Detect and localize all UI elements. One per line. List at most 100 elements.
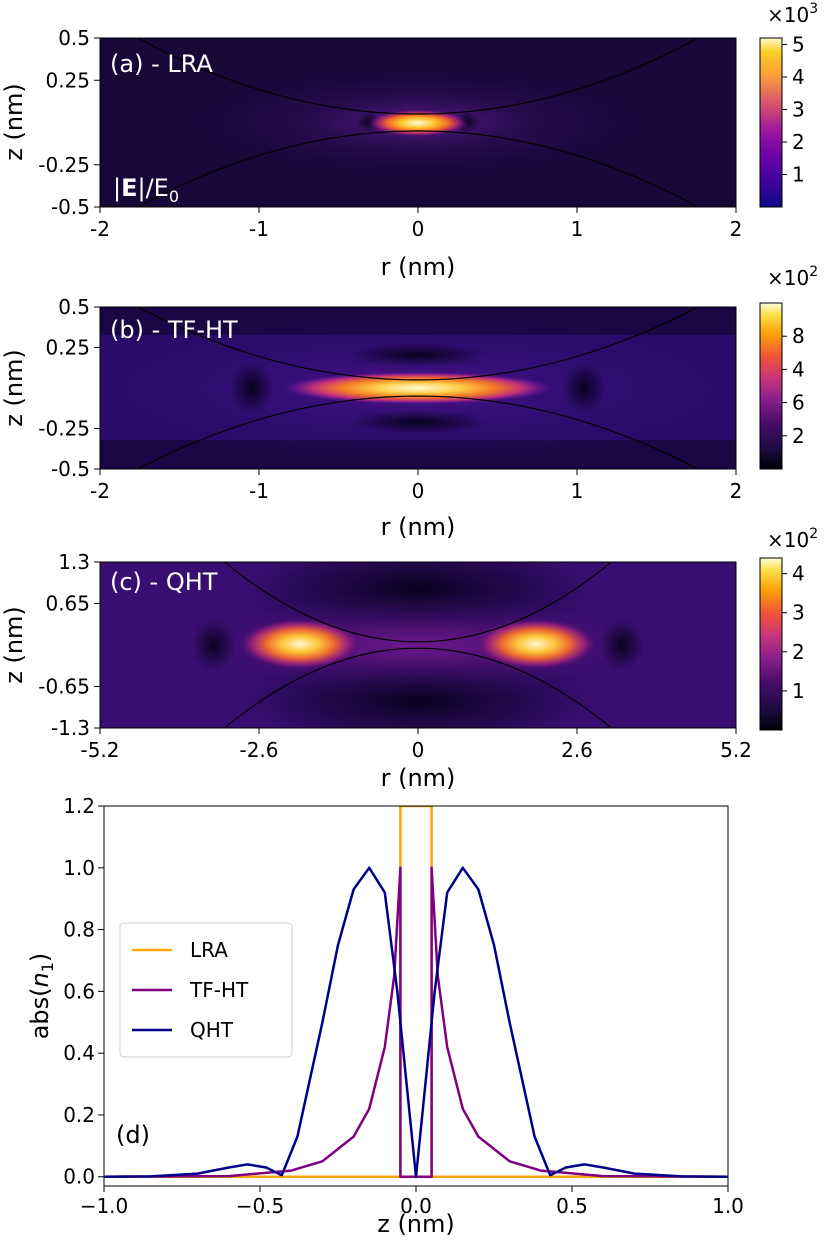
- panel-a-colorbar-scale: ×103: [767, 1, 818, 27]
- x-tick-label: 1: [571, 217, 584, 241]
- panel-a-heatmap: [100, 38, 736, 207]
- panel-a-upper-surface: [136, 38, 700, 115]
- y-tick-label: -0.5: [51, 195, 90, 219]
- x-tick-label: 0: [412, 738, 425, 762]
- panel-b-colorbar: [759, 302, 783, 470]
- panel-a-lower-surface: [136, 130, 700, 207]
- y-tick-label: 0.8: [63, 918, 95, 942]
- y-tick-label: -1.3: [51, 716, 90, 740]
- panel-c-colorbar: [759, 557, 783, 731]
- panel-d-frame: [103, 805, 729, 1187]
- panel-c-label: (c) - QHT: [110, 568, 218, 596]
- panel-b-colorbar-scale: ×102: [767, 264, 818, 290]
- colorbar-tick-label: 4: [792, 562, 805, 586]
- y-tick-label: 1.0: [63, 856, 95, 880]
- panel-d-ylabel: abs(n1): [26, 953, 57, 1040]
- colorbar-tick-label: 3: [792, 601, 805, 625]
- panel-a-ylabel: z (nm): [0, 83, 28, 161]
- legend-box: [119, 922, 293, 1058]
- x-tick-label: -5.2: [80, 738, 119, 762]
- panel-a-colorbar-ticks: 1 2 3 4 5: [782, 33, 805, 187]
- colorbar-tick-label: 3: [792, 98, 805, 122]
- y-tick-label: 0.25: [45, 336, 90, 360]
- x-tick-label: −0.5: [236, 1194, 285, 1218]
- y-tick-label: -0.5: [51, 457, 90, 481]
- x-tick-label: 2: [730, 217, 743, 241]
- panel-a-xlabel: r (nm): [381, 253, 456, 281]
- y-tick-label: 0.25: [45, 68, 90, 92]
- x-tick-label: 0: [412, 479, 425, 503]
- x-tick-label: 2: [730, 479, 743, 503]
- x-tick-label: 2.6: [561, 738, 593, 762]
- panel-b-ylabel: z (nm): [0, 349, 28, 427]
- panel-d-axes: −1.0 −0.5 0.0 0.5 1.0 0.0 0.2 0.4 0.6 0.8 1.0 1.2: [63, 794, 744, 1218]
- colorbar-tick-label: 2: [792, 424, 805, 448]
- panel-a-axes: -2 -1 0 1 2 0.5 0.25 -0.25 -0.5: [38, 26, 742, 241]
- panel-b-lower-surface: [136, 395, 700, 469]
- panel-b-label: (b) - TF-HT: [110, 316, 238, 344]
- x-tick-label: 0.5: [556, 1194, 588, 1218]
- colorbar-tick-label: 5: [792, 33, 805, 57]
- x-tick-label: -1: [249, 479, 269, 503]
- panel-c-upper-surface: [223, 562, 613, 643]
- x-tick-label: -2.6: [239, 738, 278, 762]
- legend-label: QHT: [190, 1018, 234, 1042]
- panel-d-xlabel: z (nm): [377, 1210, 455, 1238]
- panel-c-ylabel: z (nm): [0, 606, 28, 684]
- panel-c-axes: -5.2 -2.6 0 2.6 5.2 1.3 0.65 -0.65 -1.3: [38, 550, 752, 762]
- x-tick-label: 0.0: [400, 1194, 432, 1218]
- panel-d-legend: LRA TF-HT QHT: [119, 922, 293, 1058]
- legend-label: LRA: [190, 938, 228, 962]
- y-tick-label: 1.3: [58, 550, 90, 574]
- panel-d-label: (d): [116, 1121, 150, 1149]
- colorbar-tick-label: 6: [792, 391, 805, 415]
- y-tick-label: 0.65: [45, 592, 90, 616]
- colorbar-tick-label: 4: [792, 357, 805, 381]
- x-tick-label: 1: [571, 479, 584, 503]
- y-tick-label: 0.6: [63, 979, 95, 1003]
- y-tick-label: 0.4: [63, 1041, 95, 1065]
- y-tick-label: -0.25: [38, 417, 90, 441]
- series-line-lra: [104, 806, 728, 1178]
- legend-label: TF-HT: [189, 978, 249, 1002]
- panel-b-axes: -2 -1 0 1 2 0.5 0.25 -0.25 -0.5: [38, 295, 742, 503]
- panel-b-heatmap: [100, 307, 736, 469]
- panel-a-colorbar: [759, 37, 783, 208]
- panel-c: (c) - QHT -5.2 -2.6 0 2.6 5.2 1.3 0.65 -0.65 -1.…: [0, 526, 818, 792]
- x-tick-label: −1.0: [80, 1194, 129, 1218]
- panel-a-label: (a) - LRA: [110, 50, 213, 78]
- x-tick-label: -2: [90, 479, 110, 503]
- panel-c-lower-surface: [223, 647, 613, 728]
- panel-a-field-label: |E|/E0: [113, 174, 179, 206]
- colorbar-tick-label: 1: [792, 163, 805, 187]
- panel-b-upper-surface: [136, 307, 700, 381]
- x-tick-label: 5.2: [720, 738, 752, 762]
- panel-c-colorbar-scale: ×102: [767, 526, 818, 552]
- panel-c-heatmap: [100, 562, 736, 728]
- panel-a: (a) - LRA |E|/E0 -2 -1 0 1 2 0.5 0.25 -0.25 -0.5…: [0, 1, 818, 281]
- y-tick-label: -0.25: [38, 153, 90, 177]
- series-line-qht: [104, 866, 728, 1178]
- y-tick-label: -0.65: [38, 675, 90, 699]
- y-tick-label: 0.5: [58, 295, 90, 319]
- panel-b: (b) - TF-HT -2 -1 0 1 2 0.5 0.25 -0.25 -0.5 r (n…: [0, 264, 818, 541]
- y-tick-label: 0.0: [63, 1165, 95, 1189]
- colorbar-tick-label: 2: [792, 640, 805, 664]
- x-tick-label: -1: [249, 217, 269, 241]
- panel-c-xlabel: r (nm): [381, 764, 456, 792]
- y-tick-label: 0.5: [58, 26, 90, 50]
- x-tick-label: -2: [90, 217, 110, 241]
- panel-c-colorbar-ticks: 1 2 3 4: [782, 562, 805, 703]
- panel-b-colorbar-ticks: 2 6 4 8: [782, 324, 805, 448]
- x-tick-label: 0: [412, 217, 425, 241]
- y-tick-label: 1.2: [63, 794, 95, 818]
- panel-d: −1.0 −0.5 0.0 0.5 1.0 0.0 0.2 0.4 0.6 0.8 1.0 1.2 (…: [26, 794, 744, 1238]
- colorbar-tick-label: 1: [792, 679, 805, 703]
- x-tick-label: 1.0: [712, 1194, 744, 1218]
- panel-d-lines: [104, 806, 728, 1178]
- panel-b-xlabel: r (nm): [381, 513, 456, 541]
- colorbar-tick-label: 4: [792, 65, 805, 89]
- colorbar-tick-label: 2: [792, 130, 805, 154]
- colorbar-tick-label: 8: [792, 324, 805, 348]
